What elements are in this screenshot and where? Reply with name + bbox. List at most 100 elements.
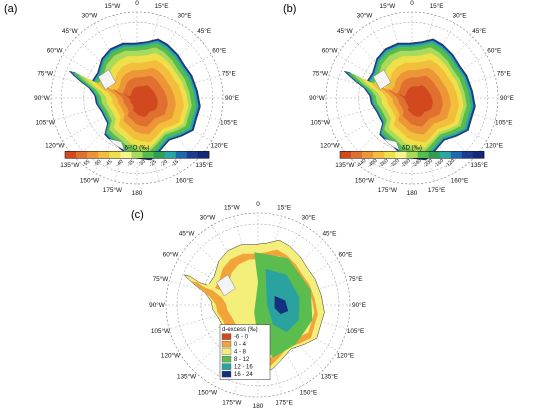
panel-a-colorbar-swatch (153, 151, 165, 159)
panel-b-label-east: 120°E (486, 142, 503, 150)
panel-c-label-west: 60°W (163, 251, 180, 259)
panel-a-colorbar-tick: -40 (115, 159, 125, 168)
panel-a-label-east: 135°E (195, 161, 212, 169)
panel-a-label-west: 105°W (36, 119, 56, 127)
panel-a-letter: (a) (4, 3, 18, 15)
panel-a-label-west: 45°W (62, 27, 79, 35)
panel-a-colorbar-swatch (164, 151, 177, 159)
panel-b-label-west: 135°W (335, 161, 355, 169)
panel-a-colorbar-swatch (87, 151, 99, 159)
panel-b-colorbar-swatch (384, 151, 396, 159)
panel-c-label-east: 90°E (352, 301, 366, 309)
panel-c-legend-swatch (221, 340, 232, 348)
panel-b-colorbar-tick: -240 (411, 158, 423, 169)
panel-c-label-west: 15°W (224, 203, 241, 211)
panel-c-legend-swatch (221, 348, 232, 355)
panel-c-label-west: 30°W (200, 214, 217, 222)
panel-a-label-east: 15°E (155, 2, 169, 10)
panel-c-label-0: 0 (256, 201, 260, 208)
panel-c-legend-label: 4 - 8 (234, 350, 247, 356)
panel-a-label-east: 60°E (212, 47, 226, 55)
panel-c-label-east: 120°E (337, 352, 354, 360)
panel-c-label-west: 90°W (149, 301, 166, 309)
panel-a-colorbar-tick: -30 (137, 159, 147, 168)
panel-c-label-east: 15°E (277, 203, 291, 211)
panel-a-colorbar-frame (64, 151, 210, 159)
panel-c-label-east: 60°E (338, 251, 352, 259)
panel-a-colorbar-tick: -25 (148, 159, 158, 168)
panel-a-colorbar-swatch (186, 151, 199, 159)
panel-c-label-west: 150°W (198, 388, 218, 396)
panel-a-label-west: 90°W (34, 94, 51, 102)
panel-a-colorbar-tick: -45 (104, 159, 114, 168)
panel-c-label-west: 105°W (151, 327, 171, 335)
panel-c-label-east: 45°E (322, 230, 336, 238)
panel-b-colorbar-tick: -400 (367, 158, 379, 169)
panel-b-label-180: 180 (407, 190, 418, 197)
panel-b-label-west: 150°W (355, 176, 375, 184)
panel-a-colorbar-tick: -55 (82, 159, 92, 168)
panel-b-label-west: 45°W (337, 27, 354, 35)
panel-b-label-east: 60°E (487, 47, 501, 55)
panel-c-label-west: 135°W (177, 372, 197, 380)
panel-a-label-0: 0 (135, 0, 139, 7)
panel-c-legend-label: 8 - 12 (234, 357, 250, 363)
panel-a-label-east: 105°E (220, 119, 237, 127)
panel-a-ice-shelf (108, 138, 125, 151)
panel-b-colorbar-tick: -200 (422, 158, 434, 169)
panel-b-label-west: 120°W (320, 142, 340, 150)
panel-c-contour-band (274, 295, 289, 315)
panel-a-ice-shelf (97, 69, 117, 90)
panel-c-legend-swatch (221, 363, 232, 370)
panel-a-latitude-circle (61, 22, 213, 174)
panel-c-label-east: 175°E (275, 399, 292, 407)
panel-a-label-180: 180 (132, 190, 143, 197)
panel-a-colorbar-tick: -15 (170, 159, 180, 168)
panel-a-colorbar-swatch (76, 151, 88, 159)
panel-b-colorbar-swatch (340, 151, 352, 159)
panel-b-colorbar-title: δD (‰) (402, 144, 422, 151)
panel-c-legend-label: 16 - 24 (234, 372, 253, 378)
panel-c-letter: (c) (131, 209, 144, 221)
panel-b-colorbar-tick: -280 (400, 158, 412, 169)
panel-b-colorbar-swatch (351, 151, 363, 159)
panel-c-label-east: 105°E (347, 327, 364, 335)
panel-a-label-east: 75°E (222, 69, 236, 77)
panel-a-colorbar-title: δ¹⁸O (‰) (125, 144, 150, 151)
panel-c-label-east: 135°E (321, 372, 338, 380)
panel-a-label-west: 15°W (105, 2, 122, 10)
panel-c-label-180: 180 (253, 403, 264, 410)
panel-c-label-west: 45°W (179, 230, 196, 238)
panel-c-map: 0 15°W 30°W 45°W 60°W 75°W 90°W 105°W 120°W 135°W… (149, 201, 366, 410)
panel-b-map: 0 15°W 30°W45°W 60°W 75°W 90°W 105°W 120°W 135°W… (309, 0, 514, 197)
panel-b-ice-shelf (383, 138, 400, 151)
panel-c-label-east: 30°E (302, 214, 316, 222)
panel-c-label-west: 120°W (161, 352, 181, 360)
panel-b-label-west: 175°W (378, 186, 398, 194)
panel-c-legend-swatch (221, 333, 232, 340)
panel-b-label-east: 135°E (470, 161, 487, 169)
panel-c-legend-title: d-excess (‰) (222, 327, 258, 333)
panel-b-colorbar-swatch (417, 151, 429, 159)
panel-b-label-west: 90°W (309, 94, 326, 102)
panel-a-colorbar-tick: -50 (93, 159, 103, 168)
panel-c-ice-shelf (216, 274, 236, 297)
panel-a-label-west: 120°W (45, 142, 65, 150)
panel-b-colorbar-swatch (461, 151, 474, 159)
panel-a-colorbar-swatch (109, 151, 121, 159)
panel-b-label-east: 105°E (495, 119, 512, 127)
panel-a-map: 0 15°W 30°W45°W 60°W 75°W 90°W 105°W 120°W 135°W… (34, 0, 239, 197)
panel-c-label-west: 75°W (153, 275, 170, 283)
panel-b-label-west: 75°W (312, 69, 329, 77)
panel-b-colorbar-swatch (428, 151, 440, 159)
panel-a-colorbar-swatch (175, 151, 188, 159)
panel-b-colorbar-swatch (395, 151, 407, 159)
panel-a-label-west: 175°W (103, 186, 123, 194)
panel-b-colorbar-tick: -320 (389, 158, 401, 169)
panel-b-label-east: 75°E (497, 69, 511, 77)
panel-c-outer-circle (165, 212, 351, 398)
panel-b-colorbar-tick: -440 (356, 158, 368, 169)
panel-a-label-east: 90°E (225, 94, 239, 102)
panel-a-label-west: 75°W (37, 69, 54, 77)
